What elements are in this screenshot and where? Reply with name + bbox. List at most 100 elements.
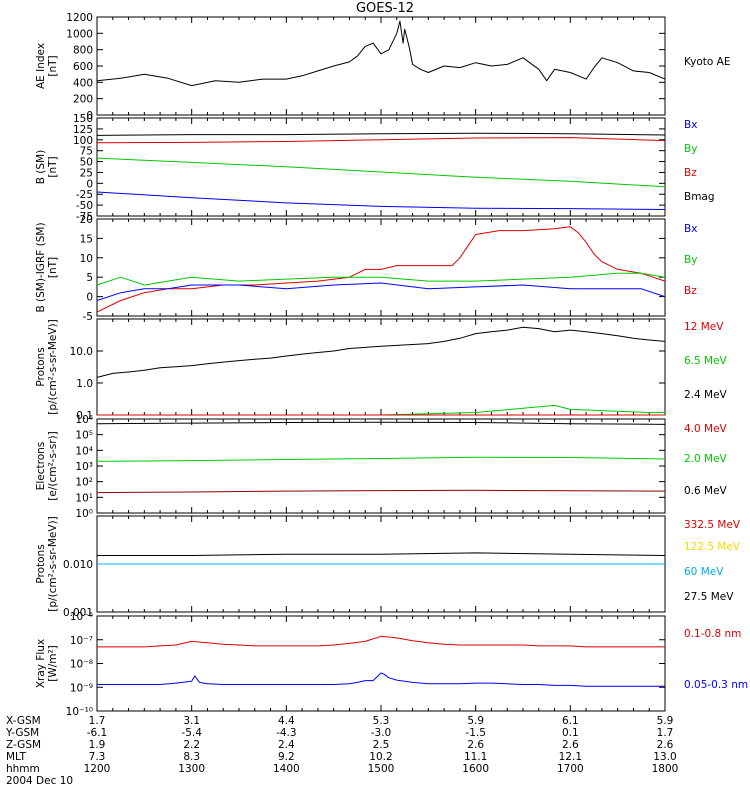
y-tick-label: 0.010 <box>63 559 93 571</box>
panel-frame <box>96 418 666 514</box>
y-tick-label: 10⁻⁹ <box>70 682 93 694</box>
y-tick-label: 100 <box>73 135 93 147</box>
legend-332-5-mev: 332.5 MeV <box>684 519 741 531</box>
y-axis-label-line2: [nT] <box>47 156 59 177</box>
series-4-0-mev <box>96 489 666 494</box>
y-axis-label: B (SM)-IGRF (SM)[nT] <box>35 222 59 312</box>
y-axis-label: Electrons[e/(cm²-s-sr)] <box>35 431 59 500</box>
y-tick-label: 10⁴ <box>75 445 93 457</box>
legend-122-5-mev: 122.5 MeV <box>684 541 741 553</box>
y-tick-label: 20 <box>80 214 93 226</box>
legend-kyoto-ae: Kyoto AE <box>684 56 730 68</box>
panel-bdiff: -5 0 5 10 15 20 B (SM)-IGRF (SM)[nT] Bx By Bz <box>35 214 697 323</box>
series-2-4-mev <box>96 326 666 378</box>
x-axis-row-label: X-GSM <box>6 715 41 727</box>
x-axis-value: -3.0 <box>371 727 392 739</box>
series-0-05-0-3-nm <box>97 672 665 687</box>
x-axis-value: 5.9 <box>467 715 484 727</box>
y-axis-label: AE Index[nT] <box>35 43 59 89</box>
x-axis-row-label: Y-GSM <box>5 727 39 739</box>
series-bmag <box>96 132 666 136</box>
panel-ae: 0 200 400 600 800 1000 1200 AE Index[nT] Kyoto A… <box>35 12 730 122</box>
series-by <box>96 272 666 286</box>
y-tick-label: 150 <box>73 113 93 125</box>
chart-title: GOES-12 <box>356 1 414 16</box>
x-axis-value: -6.1 <box>87 727 108 739</box>
x-axis-value: -5.4 <box>181 727 202 739</box>
y-axis-label-line2: [nT] <box>47 257 59 278</box>
panel-protons1: 0.1 1.0 10.0 Protons[p/(cm²-s-sr-MeV)] 12 Me… <box>35 318 728 422</box>
x-axis-row-label: hhmm <box>6 763 40 775</box>
y-tick-label: 1000 <box>66 28 93 40</box>
x-axis-value: 2.2 <box>183 739 200 751</box>
y-tick-label: 10 <box>80 253 93 265</box>
y-tick-label: 10¹ <box>75 492 93 504</box>
y-tick-label: 10⁻⁶ <box>70 611 93 623</box>
legend-bx: Bx <box>684 119 697 131</box>
series-bx <box>96 282 666 301</box>
x-axis-value: 3.1 <box>183 715 200 727</box>
y-tick-label: 200 <box>73 94 93 106</box>
x-axis-value: 1.7 <box>657 727 674 739</box>
panel-frame <box>96 218 666 317</box>
panel-frame <box>96 318 666 416</box>
y-tick-label: 10⁻⁸ <box>70 659 93 671</box>
y-tick-label: 1200 <box>66 12 93 24</box>
y-tick-label: 800 <box>73 45 93 57</box>
series-bz <box>96 226 666 313</box>
series-bx <box>96 191 666 210</box>
legend-12-mev: 12 MeV <box>684 321 724 333</box>
x-axis-value: 1800 <box>652 763 679 775</box>
x-axis-value: 1500 <box>368 763 395 775</box>
x-axis-value: 1.7 <box>89 715 106 727</box>
y-axis-label-line2: [p/(cm²-s-sr-MeV)] <box>47 516 59 611</box>
x-axis-value: 7.3 <box>89 751 106 763</box>
legend-2-0-mev: 2.0 MeV <box>684 453 728 465</box>
series-27-5-mev <box>97 552 666 556</box>
legend-bx: Bx <box>684 223 697 235</box>
y-axis-label-line2: [nT] <box>47 55 59 76</box>
y-axis-label-line1: B (SM)-IGRF (SM) <box>35 222 47 312</box>
y-tick-label: 75 <box>80 146 93 158</box>
y-tick-label: 0 <box>86 178 93 190</box>
y-axis-label: Protons[p/(cm²-s-sr-MeV)] <box>35 319 59 414</box>
y-axis-label-line1: B (SM) <box>35 150 47 184</box>
x-axis-value: -1.5 <box>465 727 486 739</box>
y-tick-label: 1.0 <box>76 378 93 390</box>
y-tick-label: 10⁻⁷ <box>70 635 93 647</box>
x-axis-value: 5.9 <box>657 715 674 727</box>
series-kyoto-ae <box>96 20 666 87</box>
y-axis-label-line1: Protons <box>35 544 47 583</box>
x-axis-value: 1600 <box>462 763 489 775</box>
legend-60-mev: 60 MeV <box>684 566 724 578</box>
y-axis-label-line1: Electrons <box>35 442 47 491</box>
y-axis-label: Xray Flux[W/m²] <box>35 639 59 688</box>
x-axis-value: 1200 <box>84 763 111 775</box>
y-tick-label: 10³ <box>75 461 93 473</box>
legend-2-4-mev: 2.4 MeV <box>684 389 728 401</box>
x-axis-value: 1.9 <box>89 739 106 751</box>
legend-27-5-mev: 27.5 MeV <box>684 591 734 603</box>
y-tick-label: 50 <box>80 157 93 169</box>
y-tick-label: 10² <box>75 477 93 489</box>
legend-6-5-mev: 6.5 MeV <box>684 355 728 367</box>
y-tick-label: 25 <box>80 167 93 179</box>
x-axis-value: 8.3 <box>183 751 200 763</box>
panel-electrons: 10⁰ 10¹ 10² 10³ 10⁴ 10⁵ 10⁶ Electrons[e/(cm²-s-… <box>35 414 728 520</box>
x-axis-value: 11.1 <box>464 751 487 763</box>
legend-by: By <box>684 143 697 155</box>
y-tick-label: 5 <box>86 272 93 284</box>
x-axis-value: 2.5 <box>373 739 390 751</box>
legend-0-6-mev: 0.6 MeV <box>684 485 728 497</box>
x-axis-value: 2.6 <box>467 739 484 751</box>
y-tick-label: 400 <box>73 77 93 89</box>
y-axis-label-line2: [e/(cm²-s-sr)] <box>47 431 59 500</box>
x-axis-value: 12.1 <box>559 751 582 763</box>
legend-0-05-0-3-nm: 0.05-0.3 nm <box>684 679 748 691</box>
legend-by: By <box>684 254 697 266</box>
panel-protons2: 0.001 0.010 Protons[p/(cm²-s-sr-MeV)] 332.5… <box>35 515 741 619</box>
series-2-0-mev <box>96 456 666 462</box>
